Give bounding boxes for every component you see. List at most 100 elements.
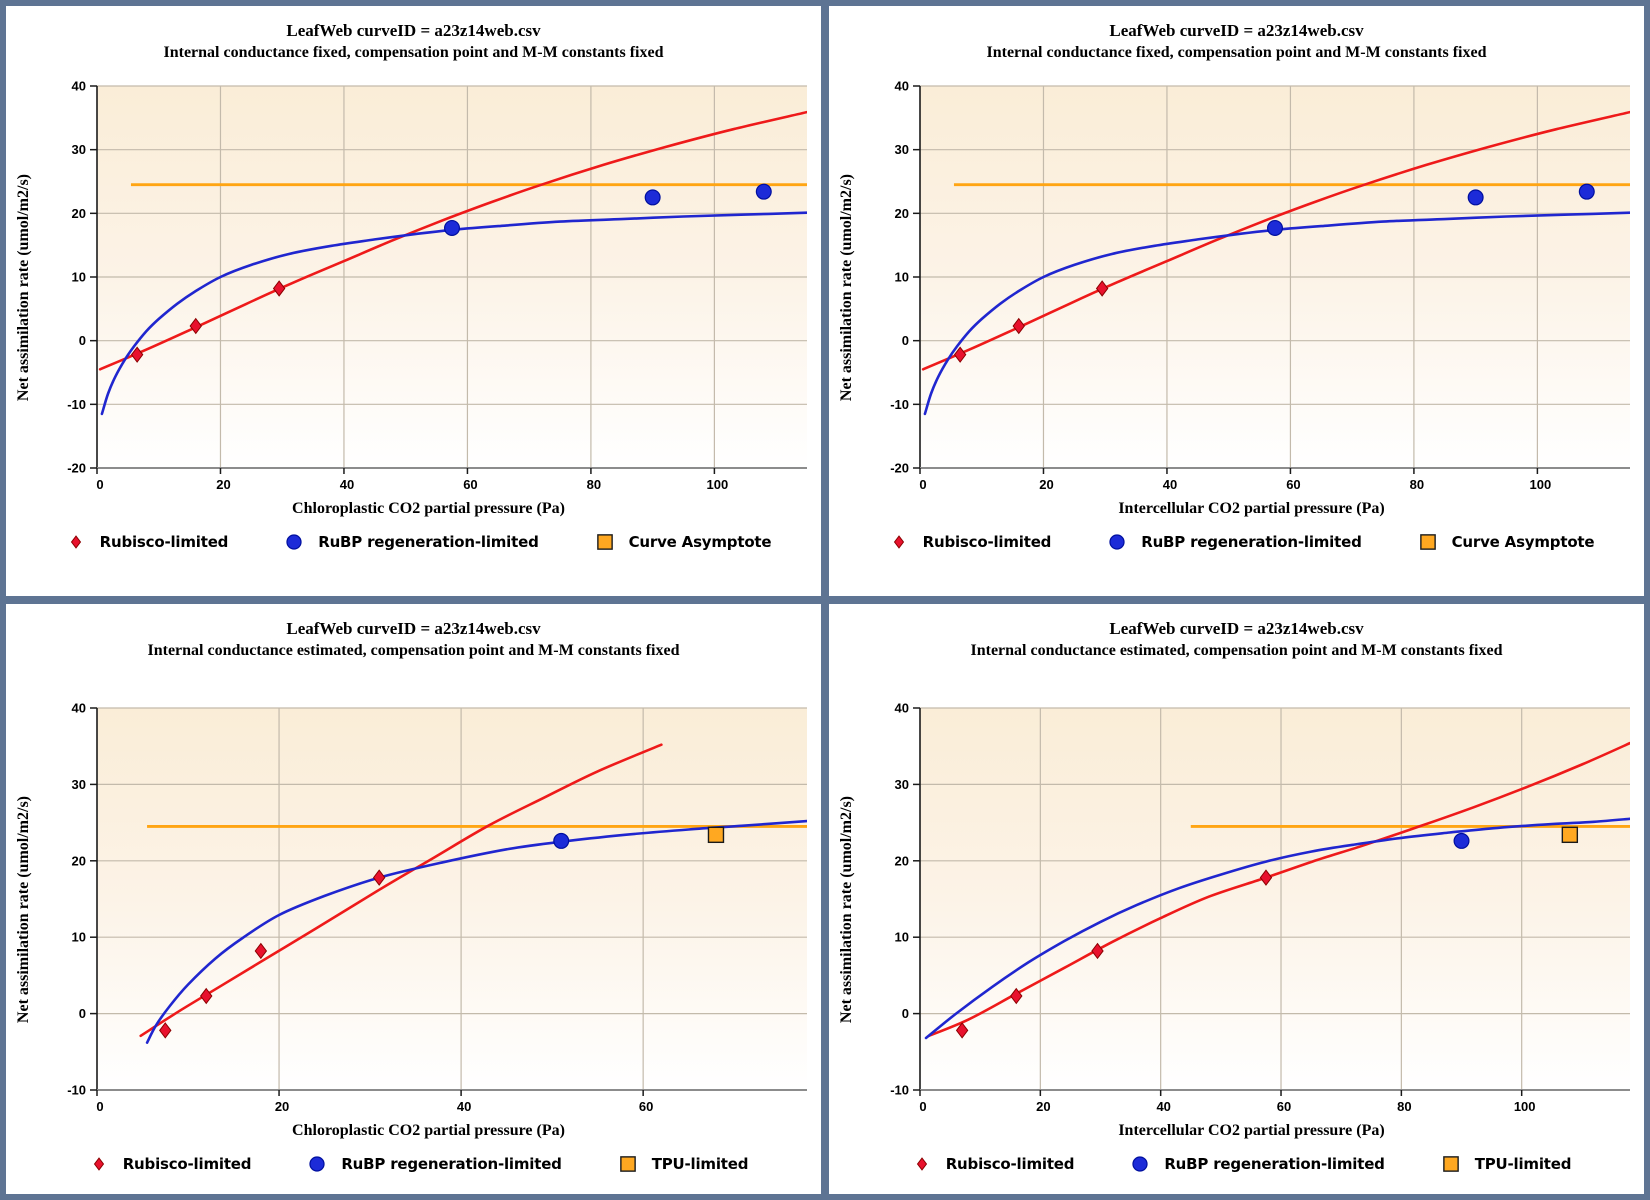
x-tick-label: 0 [919, 477, 926, 492]
diamond-marker [1012, 317, 1025, 335]
x-tick-label: 0 [96, 1099, 103, 1114]
diamond-legend-icon [893, 535, 904, 549]
x-tick-label: 20 [1036, 1099, 1050, 1114]
y-tick-label: 40 [894, 79, 908, 94]
x-tick-label: 40 [339, 477, 353, 492]
aci-chart-plot: -20 -10 0 10 20 30 40 0 20 40 60 80 100 [890, 79, 1630, 492]
circle-marker [552, 832, 569, 849]
diamond-legend-icon [70, 535, 81, 549]
circle-legend-icon [1109, 534, 1125, 550]
x-tick-label: 40 [1162, 477, 1176, 492]
y-tick-label: 30 [71, 142, 85, 157]
diamond-legend-icon [916, 1157, 927, 1171]
chart-subtitle: Internal conductance estimated, compensa… [970, 642, 1503, 659]
y-tick-label: 30 [71, 777, 85, 792]
chart-subtitle: Internal conductance estimated, compensa… [147, 642, 680, 659]
legend-item: TPU-limited [1441, 1154, 1572, 1174]
legend-item: Rubisco-limited [89, 1154, 252, 1174]
plot-row: Net assimilation rate (umol/m2/s) -20 -10… [9, 78, 819, 498]
legend-item: Rubisco-limited [889, 532, 1051, 552]
y-tick-label: 0 [78, 1006, 85, 1021]
y-tick-label: 10 [71, 930, 85, 945]
x-tick-label: 40 [1156, 1099, 1170, 1114]
y-axis-label: Net assimilation rate (umol/m2/s) [14, 174, 32, 402]
legend-label: Rubisco-limited [122, 1155, 252, 1173]
x-tick-label: 20 [1039, 477, 1053, 492]
x-tick-label: 20 [216, 477, 230, 492]
square-marker [596, 534, 613, 550]
legend-label: Curve Asymptote [1451, 533, 1595, 551]
x-tick-label: 0 [96, 477, 103, 492]
x-tick-label: 100 [1529, 477, 1551, 492]
chart-title: LeafWeb curveID = a23z14web.csv [286, 619, 541, 638]
legend-label: TPU-limited [1474, 1155, 1572, 1173]
chart-title: LeafWeb curveID = a23z14web.csv [1109, 619, 1364, 638]
y-tick-label: -10 [890, 1083, 909, 1098]
circle-legend-icon [309, 1156, 325, 1172]
x-axis-label: Chloroplastic CO2 partial pressure (Pa) [292, 1122, 565, 1139]
y-axis-label-column: Net assimilation rate (umol/m2/s) [832, 78, 862, 498]
y-tick-label: 40 [71, 701, 85, 716]
plot-row: Net assimilation rate (umol/m2/s) -10 0 10… [9, 700, 819, 1120]
legend-item: RuBP regeneration-limited [1130, 1154, 1385, 1174]
square-marker [1419, 534, 1436, 550]
y-tick-label: 10 [71, 270, 85, 285]
x-tick-label: 20 [274, 1099, 288, 1114]
x-tick-label: 60 [638, 1099, 652, 1114]
diamond-marker [130, 346, 143, 363]
square-marker [1561, 826, 1578, 844]
x-tick-label: 100 [1513, 1099, 1535, 1114]
y-tick-label: 40 [71, 79, 85, 94]
x-axis-label: Intercellular CO2 partial pressure (Pa) [1118, 1122, 1385, 1139]
circle-legend-icon [1132, 1156, 1148, 1172]
panel-bottom-right: LeafWeb curveID = a23z14web.csv Internal… [829, 604, 1644, 1194]
plot-background [96, 708, 807, 1090]
diamond-marker [953, 346, 966, 363]
y-axis-label: Net assimilation rate (umol/m2/s) [14, 796, 32, 1024]
panel-top-left: LeafWeb curveID = a23z14web.csv Internal… [6, 6, 821, 596]
legend-item: Rubisco-limited [912, 1154, 1075, 1174]
chart-subtitle: Internal conductance fixed, compensation… [163, 44, 664, 61]
diamond-marker [1095, 280, 1108, 297]
aci-chart-plot: -10 0 10 20 30 40 0 20 40 60 80 100 [890, 701, 1630, 1114]
legend-item: RuBP regeneration-limited [1107, 532, 1362, 552]
diamond-marker [1009, 987, 1022, 1005]
legend-item: RuBP regeneration-limited [284, 532, 539, 552]
y-tick-label: 0 [78, 333, 85, 348]
x-tick-label: 60 [463, 477, 477, 492]
rubisco-limited-curve [921, 110, 1630, 371]
rubisco-limited-curve [98, 110, 807, 371]
legend: Rubisco-limited RuBP regeneration-limited… [889, 532, 1595, 552]
circle-marker [309, 1156, 325, 1172]
circle-marker [1109, 534, 1125, 550]
x-axis-label: Intercellular CO2 partial pressure (Pa) [1118, 500, 1385, 517]
square-marker [707, 826, 724, 844]
legend-item: Curve Asymptote [595, 532, 772, 552]
chart-subtitle: Internal conductance fixed, compensation… [986, 44, 1487, 61]
diamond-marker [70, 535, 81, 549]
rubp-regeneration-curve [923, 211, 1630, 416]
plot-row: Net assimilation rate (umol/m2/s) -10 0 10… [832, 700, 1642, 1120]
y-tick-label: 10 [894, 270, 908, 285]
y-axis-label: Net assimilation rate (umol/m2/s) [837, 796, 855, 1024]
diamond-marker [199, 987, 212, 1005]
aci-chart-plot: -20 -10 0 10 20 30 40 0 20 40 60 80 100 [67, 79, 807, 492]
y-tick-label: -10 [67, 397, 86, 412]
diamond-marker [93, 1157, 104, 1171]
diamond-marker [189, 317, 202, 335]
legend: Rubisco-limited RuBP regeneration-limited… [912, 1154, 1572, 1174]
circle-marker [1453, 832, 1470, 849]
y-tick-label: -10 [67, 1083, 86, 1098]
legend-item: Curve Asymptote [1418, 532, 1595, 552]
square-marker [619, 1156, 636, 1172]
legend-label: Rubisco-limited [945, 1155, 1075, 1173]
square-legend-icon [596, 534, 613, 550]
x-tick-label: 40 [456, 1099, 470, 1114]
chart-title: LeafWeb curveID = a23z14web.csv [1109, 21, 1364, 40]
x-tick-label: 60 [1276, 1099, 1290, 1114]
x-tick-label: 80 [1409, 477, 1423, 492]
y-axis-label-column: Net assimilation rate (umol/m2/s) [832, 700, 862, 1120]
aci-chart-plot: -10 0 10 20 30 40 0 20 40 60 [67, 701, 807, 1114]
circle-marker [1467, 189, 1484, 206]
circle-legend-icon [286, 534, 302, 550]
